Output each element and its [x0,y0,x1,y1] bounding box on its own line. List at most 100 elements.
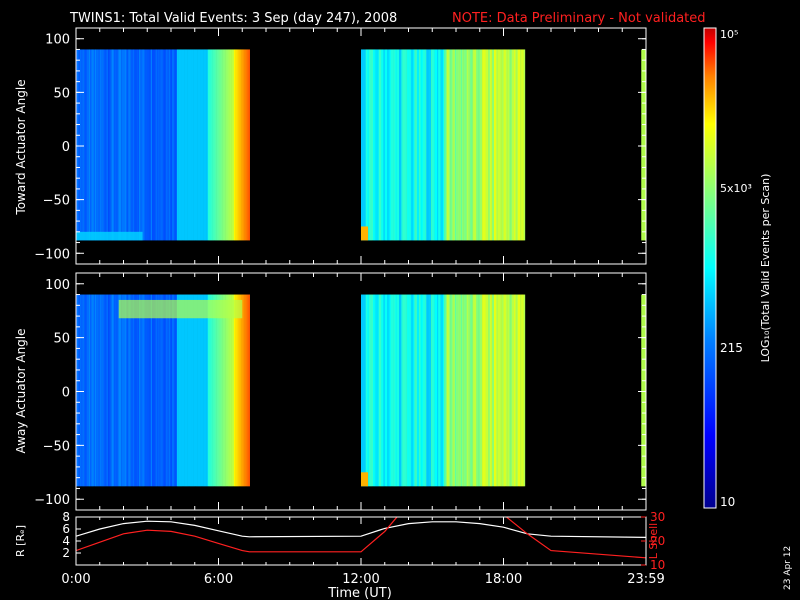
heatmap-column [216,294,218,487]
heatmap-column [168,294,171,487]
heatmap-column [516,294,519,487]
lshell-tick-label: 30 [650,510,665,524]
heatmap-column [224,294,226,487]
heatmap-column [178,294,180,487]
heatmap-column [429,294,432,487]
heatmap-column [642,49,644,241]
heatmap-column [187,49,190,241]
heatmap-column [382,294,384,487]
heatmap-column [391,49,394,241]
heatmap-column [209,49,211,241]
heatmap-column [457,294,459,487]
heatmap-column [371,49,374,241]
heatmap-column [220,49,223,241]
heatmap-column [180,294,182,487]
heatmap-column [496,294,498,487]
heatmap-column [395,294,397,487]
heatmap-column [125,49,128,241]
heatmap-column [199,49,201,241]
heatmap-column [78,294,80,487]
heatmap-column [475,49,477,241]
heatmap-column [503,49,505,241]
heatmap-column [461,294,464,487]
heatmap-column [498,294,501,487]
heatmap-column [502,49,504,241]
heatmap-column [99,294,102,487]
heatmap-column [86,49,89,241]
heatmap-column [403,49,406,241]
heatmap-column [452,49,454,241]
colorbar-tick-max: 10⁵ [720,28,738,41]
heatmap-segment-1 [361,294,526,487]
heatmap-column [80,49,83,241]
heatmap-column [480,294,483,487]
heatmap-column [90,49,92,241]
heatmap-column [235,49,237,241]
heatmap-column [200,49,203,241]
heatmap-column [416,294,419,487]
heatmap-column [387,294,389,487]
heatmap-column [479,49,482,241]
heatmap-column [115,294,117,487]
heatmap-column [87,49,90,241]
heatmap-column [210,49,212,241]
heatmap-column [91,294,93,487]
heatmap-column [99,49,102,241]
heatmap-column [413,294,415,487]
heatmap-column [514,294,516,487]
heatmap-column [248,294,250,487]
heatmap-column [223,49,225,241]
heatmap-column [84,49,86,241]
heatmap-column [178,49,180,241]
heatmap-column [419,294,421,487]
heatmap-column [643,49,646,241]
heatmap-column [233,49,236,241]
heatmap-column [150,49,153,241]
heatmap-column [399,49,401,241]
heatmap-column [431,49,433,241]
heatmap-column [138,49,141,241]
heatmap-column [490,49,492,241]
heatmap-column [463,294,465,487]
heatmap-column [414,294,416,487]
heatmap-column [134,49,136,241]
radius-tick-label: 4 [62,534,70,548]
heatmap-column [434,294,437,487]
lshell-line [76,517,646,559]
heatmap-column [247,49,249,241]
heatmap-column [453,49,456,241]
heatmap-column [243,49,245,241]
heatmap-column [222,294,224,487]
heatmap-column [394,49,396,241]
heatmap-column [159,294,161,487]
heatmap-column [643,294,646,487]
heatmap-column [148,49,150,241]
heatmap-column [454,294,457,487]
chart-title: TWINS1: Total Valid Events: 3 Sep (day 2… [69,11,397,26]
heatmap-column [389,49,391,241]
x-tick-label: 12:00 [342,572,379,587]
heatmap-column [368,294,370,487]
heatmap-column [182,49,185,241]
heatmap-column [488,49,490,241]
heatmap-column [508,294,510,487]
heatmap-column [195,49,198,241]
heatmap-column [188,294,191,487]
heatmap-column [181,294,184,487]
heatmap-column [76,49,78,241]
heatmap-band [118,299,243,319]
heatmap-column [393,49,395,241]
heatmap-column [480,49,483,241]
heatmap-column [428,294,431,487]
heatmap-column [477,294,479,487]
heatmap-column [364,49,367,241]
heatmap-column [168,49,171,241]
heatmap-column [105,294,108,487]
heatmap-column [372,294,375,487]
heatmap-column [150,294,153,487]
heatmap-column [509,294,511,487]
heatmap-column [451,49,453,241]
heatmap-column [369,294,371,487]
heatmap-column [364,294,367,487]
heatmap-column [156,49,159,241]
